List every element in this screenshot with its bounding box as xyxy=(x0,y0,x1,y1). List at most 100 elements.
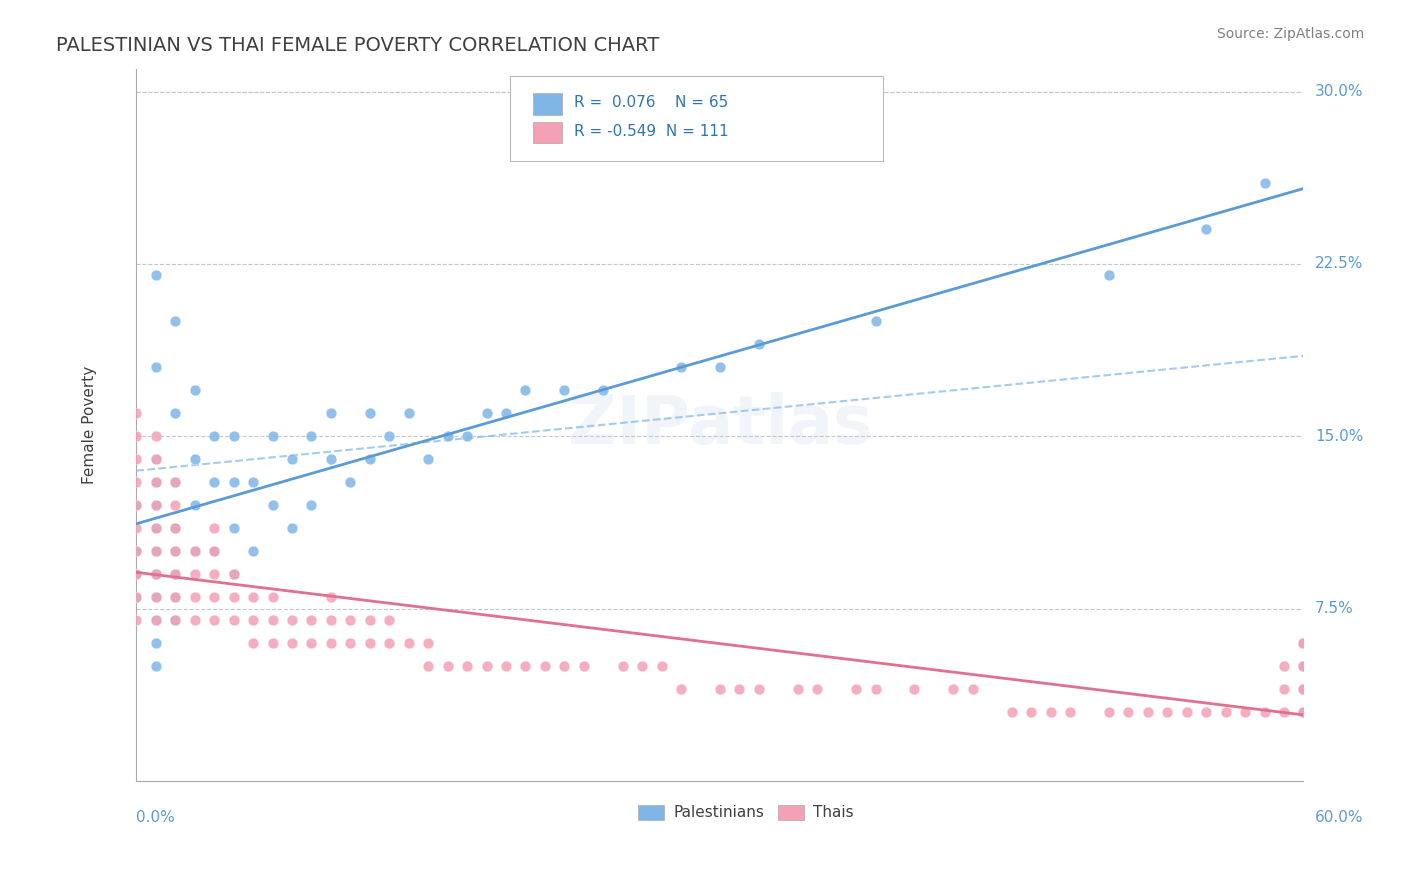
Point xyxy=(184,544,207,558)
Point xyxy=(1272,659,1295,673)
Point xyxy=(184,613,207,627)
Point xyxy=(262,636,284,650)
Point xyxy=(612,659,634,673)
Point xyxy=(184,567,207,582)
Point xyxy=(339,475,361,490)
Point xyxy=(145,590,167,604)
Point xyxy=(436,429,458,443)
Point xyxy=(165,498,187,512)
Point xyxy=(1292,659,1315,673)
Point xyxy=(125,429,148,443)
Point xyxy=(398,636,420,650)
Point xyxy=(202,544,225,558)
Point xyxy=(165,314,187,328)
Point xyxy=(378,613,401,627)
Point xyxy=(1292,705,1315,719)
Point xyxy=(262,498,284,512)
Point xyxy=(125,498,148,512)
Point xyxy=(319,590,342,604)
Text: 22.5%: 22.5% xyxy=(1315,256,1364,271)
Point xyxy=(145,521,167,535)
Point xyxy=(339,613,361,627)
Point xyxy=(202,521,225,535)
Point xyxy=(572,659,595,673)
Point xyxy=(281,521,304,535)
Bar xyxy=(779,805,804,820)
Point xyxy=(145,475,167,490)
Point xyxy=(125,590,148,604)
Point xyxy=(165,521,187,535)
Point xyxy=(359,613,381,627)
Point xyxy=(145,429,167,443)
Point xyxy=(1059,705,1081,719)
Point xyxy=(165,406,187,420)
Point xyxy=(125,521,148,535)
Point xyxy=(962,682,984,697)
Point xyxy=(553,384,575,398)
Point xyxy=(145,452,167,467)
Point xyxy=(1292,636,1315,650)
FancyBboxPatch shape xyxy=(510,76,883,161)
Point xyxy=(202,590,225,604)
Point xyxy=(165,590,187,604)
Point xyxy=(125,452,148,467)
Point xyxy=(222,590,245,604)
Point xyxy=(184,544,207,558)
Point xyxy=(202,475,225,490)
Point xyxy=(202,613,225,627)
Point xyxy=(651,659,673,673)
Point xyxy=(1118,705,1140,719)
Point xyxy=(125,567,148,582)
Point xyxy=(1001,705,1024,719)
Point xyxy=(1292,659,1315,673)
Point xyxy=(418,452,440,467)
Point xyxy=(806,682,828,697)
Text: ZIPatlas: ZIPatlas xyxy=(568,392,872,458)
Point xyxy=(125,544,148,558)
Point xyxy=(262,590,284,604)
Point xyxy=(145,659,167,673)
Text: 7.5%: 7.5% xyxy=(1315,601,1354,616)
Point xyxy=(145,498,167,512)
Point xyxy=(748,682,770,697)
Point xyxy=(125,406,148,420)
Point xyxy=(222,567,245,582)
Point xyxy=(301,498,323,512)
Point xyxy=(436,659,458,673)
Point xyxy=(125,590,148,604)
Point xyxy=(1253,177,1275,191)
Point xyxy=(165,567,187,582)
Point xyxy=(1292,705,1315,719)
Point xyxy=(165,544,187,558)
Point xyxy=(222,613,245,627)
Point xyxy=(319,406,342,420)
Point xyxy=(1039,705,1062,719)
Bar xyxy=(533,122,562,144)
Point xyxy=(125,613,148,627)
Point xyxy=(281,636,304,650)
Point xyxy=(475,659,498,673)
Point xyxy=(145,452,167,467)
Point xyxy=(222,521,245,535)
Point xyxy=(631,659,654,673)
Point xyxy=(202,567,225,582)
Point xyxy=(398,406,420,420)
Point xyxy=(242,636,264,650)
Text: Source: ZipAtlas.com: Source: ZipAtlas.com xyxy=(1216,27,1364,41)
Point xyxy=(339,636,361,650)
Point xyxy=(1292,682,1315,697)
Point xyxy=(1195,222,1218,236)
Point xyxy=(319,636,342,650)
Point xyxy=(669,360,692,375)
Point xyxy=(515,384,537,398)
Point xyxy=(222,567,245,582)
Point xyxy=(845,682,868,697)
Point xyxy=(475,406,498,420)
Point xyxy=(359,406,381,420)
Point xyxy=(242,475,264,490)
Point xyxy=(145,590,167,604)
Point xyxy=(1292,659,1315,673)
Point xyxy=(865,314,887,328)
Text: 60.0%: 60.0% xyxy=(1315,810,1364,824)
Point xyxy=(1272,705,1295,719)
